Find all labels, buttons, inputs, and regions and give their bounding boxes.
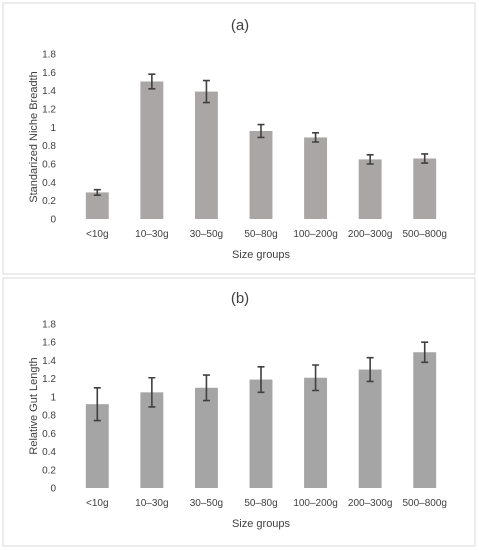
chart-title-b: (b): [231, 290, 249, 307]
x-tick-label-b: 50–80g: [244, 498, 277, 509]
x-tick-label-a: 200–300g: [348, 229, 393, 240]
panel-b-frame: [2, 277, 476, 547]
y-tick-label-a: 0.2: [42, 196, 56, 207]
y-ticks-a: 0 0.2 0.4 0.6 0.8 1 1.2 1.4 1.6 1.8: [42, 50, 56, 226]
x-tick-label-b: 10–30g: [135, 498, 168, 509]
y-tick-label-a: 1.6: [42, 68, 56, 79]
bar-a: [358, 159, 382, 219]
chart-panel-a: (a) Standarized Niche Breadth Size group…: [2, 2, 476, 275]
x-tick-label-a: 10–30g: [135, 229, 168, 240]
y-ticks-b: 0 0.2 0.4 0.6 0.8 1 1.2 1.4 1.6 1.8: [42, 320, 56, 495]
bar-a: [140, 81, 164, 219]
y-tick-label-b: 0.8: [42, 411, 56, 422]
x-tick-label-a: 50–80g: [244, 229, 277, 240]
panel-a-frame: [2, 2, 476, 275]
error-bar-a: [366, 154, 374, 165]
y-tick-label-b: 0.2: [42, 465, 56, 476]
y-tick-label-b: 1.2: [42, 374, 56, 385]
bar-a: [413, 158, 437, 219]
x-ticks-a: <10g 10–30g 30–50g 50–80g 100–200g 200–300g 50…: [86, 229, 447, 240]
y-tick-label-b: 1.4: [42, 356, 56, 367]
error-bar-b: [366, 356, 374, 383]
error-bar-a: [257, 123, 265, 139]
chart-panel-b: (b) Relative Gut Length Size groups 0 0.2…: [2, 277, 476, 547]
x-tick-label-a: <10g: [86, 229, 109, 240]
x-tick-label-b: 30–50g: [190, 498, 223, 509]
error-bar-a: [93, 188, 101, 196]
x-tick-label-a: 500–800g: [402, 229, 447, 240]
x-tick-label-a: 100–200g: [293, 229, 338, 240]
x-tick-label-b: <10g: [86, 498, 109, 509]
bar-b: [249, 379, 273, 488]
y-tick-label-a: 1.8: [42, 50, 56, 61]
bars-b: [85, 352, 437, 488]
error-bar-b: [93, 386, 101, 422]
error-bar-a: [148, 73, 156, 90]
bar-b: [140, 392, 164, 488]
y-tick-label-a: 1: [50, 123, 56, 134]
x-tick-label-a: 30–50g: [190, 229, 223, 240]
bar-b: [304, 377, 328, 488]
x-ticks-b: <10g 10–30g 30–50g 50–80g 100–200g 200–300g 50…: [86, 498, 447, 509]
bar-b: [413, 352, 437, 488]
y-tick-label-b: 0: [50, 484, 56, 495]
y-tick-label-b: 0.6: [42, 429, 56, 440]
x-tick-label-b: 500–800g: [402, 498, 447, 509]
error-bar-b: [202, 374, 210, 402]
chart-title-a: (a): [231, 17, 249, 34]
error-bar-a: [202, 79, 210, 104]
error-bars-a: [93, 73, 429, 196]
y-tick-label-a: 1.2: [42, 105, 56, 116]
error-bars-b: [93, 341, 429, 422]
y-axis-label-b: Relative Gut Length: [28, 357, 40, 454]
bar-b: [194, 387, 218, 488]
error-bar-b: [421, 341, 429, 364]
bar-a: [249, 131, 273, 219]
y-tick-label-a: 1.4: [42, 86, 56, 97]
error-bar-b: [257, 366, 265, 394]
x-tick-label-b: 100–200g: [293, 498, 338, 509]
y-tick-label-b: 1.6: [42, 338, 56, 349]
y-axis-label-a: Standarized Niche Breadth: [28, 71, 40, 202]
bar-a: [85, 192, 109, 219]
y-tick-label-b: 1: [50, 392, 56, 403]
error-bar-a: [421, 153, 429, 164]
bar-b: [358, 369, 382, 488]
y-tick-label-a: 0.8: [42, 141, 56, 152]
y-tick-label-a: 0: [50, 215, 56, 226]
error-bar-b: [148, 376, 156, 408]
bar-b: [85, 404, 109, 488]
x-tick-label-b: 200–300g: [348, 498, 393, 509]
x-axis-label-a: Size groups: [232, 249, 291, 261]
y-tick-label-a: 0.4: [42, 178, 56, 189]
error-bar-a: [312, 132, 320, 143]
y-tick-label-a: 0.6: [42, 160, 56, 171]
x-axis-label-b: Size groups: [232, 518, 291, 530]
error-bar-b: [312, 364, 320, 392]
y-tick-label-b: 0.4: [42, 447, 56, 458]
y-tick-label-b: 1.8: [42, 320, 56, 331]
bars-a: [85, 81, 437, 219]
bar-a: [304, 137, 328, 219]
bar-a: [194, 91, 218, 219]
